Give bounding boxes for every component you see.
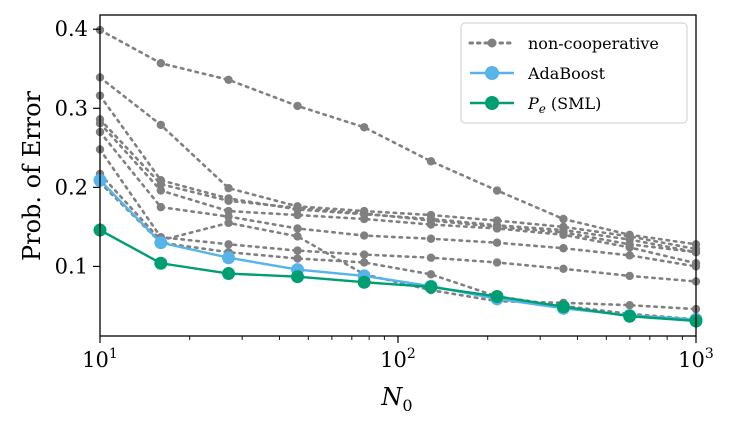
noncoop-line <box>98 148 698 283</box>
noncoop-point <box>426 253 436 262</box>
noncoop-point <box>559 244 568 253</box>
noncoop-point <box>426 270 436 279</box>
noncoop-point <box>359 214 369 224</box>
noncoop-line <box>98 172 698 311</box>
series-layer <box>93 25 703 328</box>
noncoop-point <box>156 186 166 195</box>
noncoop-point <box>156 59 166 68</box>
noncoop-point <box>359 258 369 267</box>
noncoop-point <box>224 218 233 228</box>
y-tick-label: 0.3 <box>55 96 88 120</box>
noncoop-point <box>492 186 502 195</box>
noncoop-point <box>359 231 369 240</box>
noncoop-line <box>98 181 698 321</box>
noncoop-point <box>293 224 302 233</box>
noncoop-point <box>156 202 166 212</box>
noncoop-line <box>98 122 698 265</box>
pe-sml-point <box>623 309 637 323</box>
y-tick-label: 0.4 <box>55 17 88 41</box>
x-tick-label: 101 <box>82 346 118 372</box>
pe-sml-line <box>99 229 697 323</box>
pe-sml-point <box>222 267 236 281</box>
noncoop-point <box>492 258 502 267</box>
noncoop-point <box>625 243 634 252</box>
noncoop-line <box>98 76 698 251</box>
pe-sml-point <box>357 275 371 289</box>
y-axis-title: Prob. of Error <box>18 90 46 261</box>
ticks-layer: 101 102 103 0.1 0.2 0.3 0.4 <box>55 17 714 372</box>
legend-box <box>460 22 688 124</box>
noncoop-point <box>224 196 233 206</box>
noncoop-point <box>224 240 233 249</box>
noncoop-point <box>559 214 568 224</box>
adaboost-line <box>99 179 697 321</box>
legend-label: Pe (SML) <box>527 94 601 116</box>
adaboost-point <box>222 251 236 265</box>
noncoop-point <box>559 230 568 239</box>
legend-label: non-cooperative <box>528 34 659 53</box>
noncoop-point <box>426 157 436 166</box>
noncoop-point <box>625 251 634 260</box>
noncoop-point <box>293 254 302 263</box>
noncoop-point <box>293 232 302 241</box>
noncoop-point <box>625 300 634 310</box>
x-tick-label: 102 <box>380 346 416 372</box>
noncoop-point <box>293 101 302 111</box>
x-axis-title: N0 <box>380 383 412 415</box>
adaboost-point <box>154 236 168 250</box>
noncoop-point <box>293 203 302 213</box>
legend-swatch-marker <box>487 38 497 48</box>
noncoop-point <box>492 238 502 247</box>
legend: non-cooperative AdaBoost Pe (SML) <box>460 22 688 124</box>
legend-swatch-marker <box>485 66 499 80</box>
noncoop-point <box>492 224 502 233</box>
pe-sml-point <box>556 300 570 314</box>
legend-entry-non-cooperative: non-cooperative <box>468 34 659 53</box>
noncoop-point <box>224 212 233 221</box>
noncoop-point <box>156 120 166 130</box>
y-tick-label: 0.1 <box>55 254 88 278</box>
pe-sml-point <box>291 270 305 284</box>
pe-sml-point <box>490 289 504 303</box>
noncoop-line <box>98 28 698 246</box>
noncoop-point <box>426 234 436 243</box>
noncoop-line <box>98 94 698 254</box>
noncoop-point <box>224 183 233 193</box>
noncoop-point <box>293 246 302 255</box>
pe-sml-point <box>154 256 168 270</box>
noncoop-point <box>293 210 302 220</box>
noncoop-point <box>559 264 568 273</box>
noncoop-point <box>224 75 233 85</box>
legend-entry-pe-sml: Pe (SML) <box>470 94 601 116</box>
noncoop-point <box>625 271 634 281</box>
legend-swatch-marker <box>485 96 499 110</box>
noncoop-line <box>98 118 698 254</box>
noncoop-point <box>426 220 436 229</box>
legend-entry-adaboost: AdaBoost <box>470 64 606 83</box>
noncoop-point <box>359 250 369 259</box>
pe-sml-point <box>424 280 438 294</box>
noncoop-line <box>98 130 698 268</box>
noncoop-point <box>156 179 166 189</box>
x-tick-label: 103 <box>678 346 714 372</box>
y-tick-label: 0.2 <box>55 175 88 199</box>
legend-label: AdaBoost <box>527 64 606 83</box>
noncoop-point <box>359 123 369 132</box>
